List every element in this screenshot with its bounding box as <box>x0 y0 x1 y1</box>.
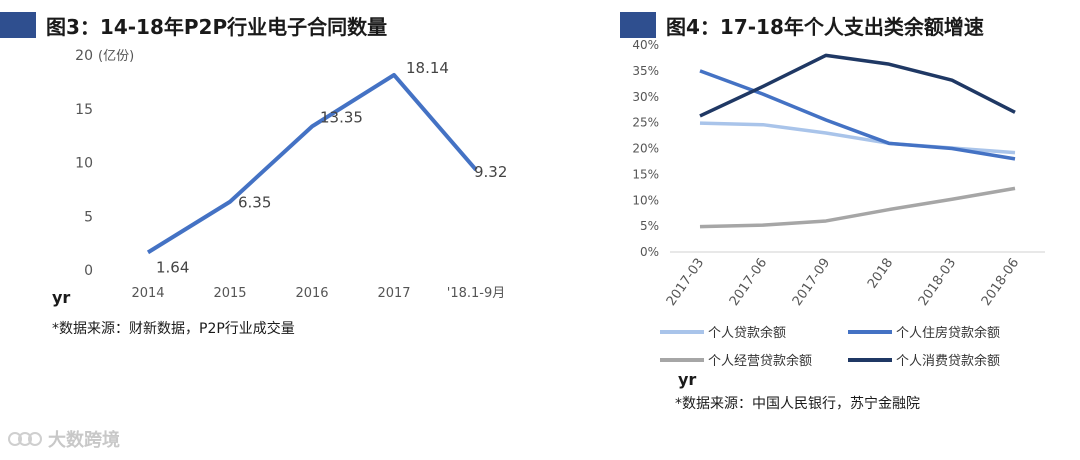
left-chart-svg: 0 5 10 15 20 (亿份) 2014 2015 2016 2017 '18.1-9月 1.64… <box>75 48 507 301</box>
legend-swatch <box>660 357 704 362</box>
x-tick-label: 2017 <box>377 286 410 301</box>
right-source-note: *数据来源：中国人民银行，苏宁金融院 <box>675 396 920 412</box>
data-label: 1.64 <box>156 258 189 276</box>
y-tick-label: 20% <box>632 142 659 156</box>
x-tick-label: 2014 <box>131 286 164 301</box>
right-chart-title: 图4：17-18年个人支出类余额增速 <box>666 14 984 39</box>
x-tick-label: 2018-06 <box>979 256 1022 309</box>
y-tick-label: 35% <box>632 64 659 78</box>
data-label: 9.32 <box>474 163 507 181</box>
data-label: 13.35 <box>320 108 363 126</box>
left-title-row: 图3：14-18年P2P行业电子合同数量 <box>0 10 387 40</box>
y-tick-label: 0 <box>84 263 93 279</box>
y-tick-label: 15% <box>632 167 659 181</box>
x-tick-label: 2015 <box>213 286 246 301</box>
left-source-note: *数据来源：财新数据，P2P行业成交量 <box>52 321 295 337</box>
legend-item: 个人住房贷款余额 <box>848 322 1000 341</box>
right-title-row: 图4：17-18年个人支出类余额增速 <box>620 10 984 40</box>
y-tick-label: 30% <box>632 90 659 104</box>
right-chart-svg: 0% 5% 10% 15% 20% 25% 30% 35% 40% 2017-03 2017-06 2… <box>632 38 1045 309</box>
y-tick-label: 25% <box>632 116 659 130</box>
left-chart-panel: 图3：14-18年P2P行业电子合同数量 0 5 10 15 20 (亿份) 2014 201… <box>0 10 507 337</box>
series-line <box>699 69 1016 161</box>
legend-label: 个人住房贷款余额 <box>896 326 1001 341</box>
watermark: 大数跨境 <box>8 426 120 452</box>
series-line <box>699 186 1016 229</box>
left-yr-label: yr <box>52 288 71 307</box>
title-marker <box>620 12 656 38</box>
y-tick-label: 10 <box>75 156 93 172</box>
watermark-text: 大数跨境 <box>48 430 120 451</box>
x-tick-label: 2018 <box>865 256 896 292</box>
legend-label: 个人消费贷款余额 <box>896 354 1001 369</box>
series-line <box>146 72 478 255</box>
left-chart-title: 图3：14-18年P2P行业电子合同数量 <box>46 14 388 39</box>
watermark-logo-icon <box>8 432 42 446</box>
x-tick-label: 2016 <box>295 286 328 301</box>
series-line <box>699 121 1016 155</box>
y-unit-label: (亿份) <box>98 49 134 64</box>
legend-swatch <box>848 329 892 334</box>
y-tick-label: 5 <box>84 209 93 225</box>
legend-item: 个人经营贷款余额 <box>660 350 812 369</box>
y-tick-label: 10% <box>632 193 659 207</box>
series-line <box>699 53 1016 118</box>
data-label: 6.35 <box>238 194 271 212</box>
y-tick-label: 40% <box>632 38 659 52</box>
data-label: 18.14 <box>406 59 449 77</box>
y-tick-label: 5% <box>640 219 659 233</box>
right-yr-label: yr <box>678 370 697 389</box>
legend-label: 个人经营贷款余额 <box>708 354 813 369</box>
x-tick-label: 2017-06 <box>727 256 770 309</box>
y-tick-label: 15 <box>75 102 93 118</box>
right-chart-panel: 图4：17-18年个人支出类余额增速 0% 5% 10% 15% 20% 25% 30% 35… <box>620 0 1080 460</box>
legend-swatch <box>660 329 704 334</box>
legend-swatch <box>848 357 892 362</box>
legend-item: 个人消费贷款余额 <box>848 350 1000 369</box>
x-tick-label: 2017-03 <box>664 256 707 309</box>
legend-label: 个人贷款余额 <box>708 326 787 341</box>
x-tick-label: 2018-03 <box>916 256 959 309</box>
x-tick-label: 2017-09 <box>790 256 833 309</box>
y-tick-label: 20 <box>75 48 93 64</box>
y-tick-label: 0% <box>640 245 659 259</box>
x-tick-label: '18.1-9月 <box>447 286 505 301</box>
title-marker <box>0 12 36 38</box>
legend-item: 个人贷款余额 <box>660 322 786 341</box>
